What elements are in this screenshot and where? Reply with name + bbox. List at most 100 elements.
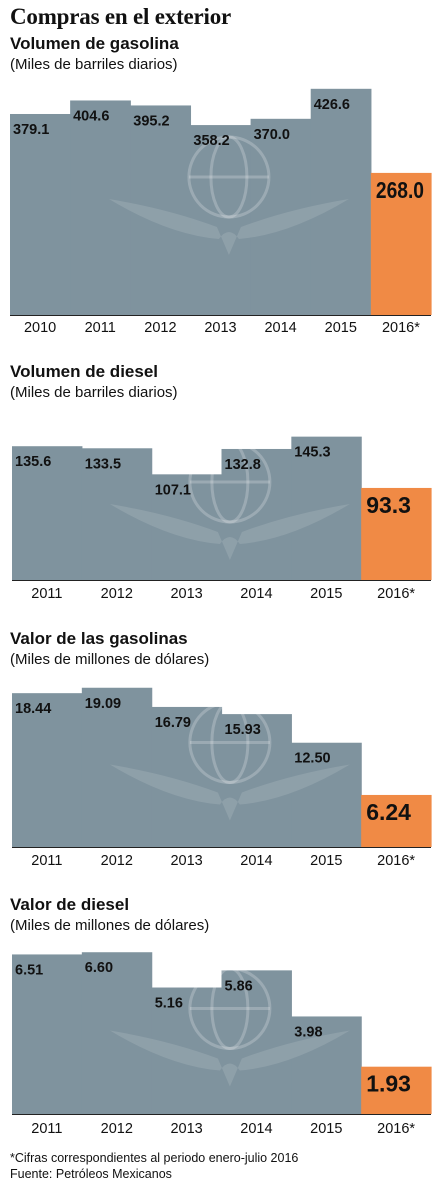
page-title: Compras en el exterior xyxy=(10,4,232,29)
chart-4-subtitle: (Miles de millones de dólares) xyxy=(10,917,210,934)
eagle-globe-watermark-icon xyxy=(109,967,350,1087)
tick-label-2010: 2010 xyxy=(24,320,56,336)
eagle-globe-watermark-icon xyxy=(109,440,350,560)
tick-label-2013: 2013 xyxy=(170,853,202,869)
chart-3-title: Valor de las gasolinas xyxy=(10,629,188,648)
value-label-2015: 3.98 xyxy=(294,1024,322,1040)
value-label-2015: 12.50 xyxy=(294,751,330,767)
tick-label-2016: 2016* xyxy=(377,586,415,602)
value-label-2011: 404.6 xyxy=(73,109,109,125)
bar-2013 xyxy=(151,706,223,847)
tick-label-2011: 2011 xyxy=(31,853,62,869)
tick-labels: 2011 2012 2013 2014 2015 2016* xyxy=(31,586,415,602)
value-label-2011: 6.51 xyxy=(15,962,43,978)
eagle-globe-watermark-icon xyxy=(108,135,349,255)
value-label-2012: 133.5 xyxy=(85,456,121,472)
bar-2014 xyxy=(250,118,312,315)
value-label-2011: 135.6 xyxy=(15,454,51,470)
bar-2015 xyxy=(291,436,362,580)
bar-2014 xyxy=(221,970,292,1114)
bar-2011 xyxy=(12,693,83,847)
value-label-2013: 107.1 xyxy=(155,482,191,498)
bar-2012 xyxy=(81,687,153,847)
bar-2011 xyxy=(70,100,131,315)
tick-label-2012: 2012 xyxy=(101,1121,133,1137)
tick-label-2016: 2016* xyxy=(377,1121,415,1137)
tick-label-2012: 2012 xyxy=(101,586,133,602)
bar-2010 xyxy=(10,113,71,315)
tick-label-2011: 2011 xyxy=(31,1121,62,1137)
bar-2015 xyxy=(310,88,372,315)
value-label-2013: 358.2 xyxy=(193,133,229,149)
value-label-2014: 5.86 xyxy=(225,978,253,994)
tick-label-2014: 2014 xyxy=(240,1121,272,1137)
value-label-2016: 1.93 xyxy=(366,1071,411,1097)
value-label-2013: 16.79 xyxy=(155,715,191,731)
bar-2016 xyxy=(361,794,432,847)
chart-3-gasoline-value: 18.44 19.09 16.79 15.93 12.50 6.24 2011 2012 201… xyxy=(12,687,432,869)
value-labels: 379.1 404.6 395.2 358.2 370.0 426.6 268.0 xyxy=(13,97,424,203)
value-labels: 135.6 133.5 107.1 132.8 145.3 93.3 xyxy=(15,445,411,518)
tick-label-2012: 2012 xyxy=(101,853,133,869)
value-label-2010: 379.1 xyxy=(13,122,49,138)
bars xyxy=(10,88,432,315)
value-label-2012: 395.2 xyxy=(133,114,169,130)
bar-2012 xyxy=(81,448,153,580)
value-label-2014: 15.93 xyxy=(225,722,261,738)
tick-label-2015: 2015 xyxy=(325,320,357,336)
value-label-2016: 6.24 xyxy=(366,799,411,825)
bar-2011 xyxy=(12,446,83,580)
tick-labels: 2011 2012 2013 2014 2015 2016* xyxy=(31,1121,415,1137)
value-label-2015: 426.6 xyxy=(314,97,350,113)
bar-2013 xyxy=(190,125,252,315)
tick-label-2015: 2015 xyxy=(310,1121,342,1137)
bar-2013 xyxy=(151,474,223,580)
value-label-2013: 5.16 xyxy=(155,996,183,1012)
bars xyxy=(12,436,432,580)
value-label-2016: 268.0 xyxy=(376,177,424,203)
tick-label-2016: 2016* xyxy=(377,853,415,869)
chart-4-diesel-value: 6.51 6.60 5.16 5.86 3.98 1.93 2011 2012 2013 2014… xyxy=(12,952,432,1137)
value-label-2015: 145.3 xyxy=(294,445,330,461)
chart-1-title: Volumen de gasolina xyxy=(10,34,179,53)
tick-label-2014: 2014 xyxy=(264,320,296,336)
value-label-2016: 93.3 xyxy=(366,492,411,518)
value-label-2012: 6.60 xyxy=(85,960,113,976)
tick-label-2011: 2011 xyxy=(85,320,116,336)
chart-2-subtitle: (Miles de barriles diarios) xyxy=(10,384,178,401)
bar-2011 xyxy=(12,954,83,1114)
value-label-2012: 19.09 xyxy=(85,696,121,712)
tick-label-2015: 2015 xyxy=(310,586,342,602)
tick-label-2014: 2014 xyxy=(240,586,272,602)
bar-2014 xyxy=(221,714,292,847)
bar-2016 xyxy=(370,172,432,315)
tick-label-2013: 2013 xyxy=(204,320,236,336)
bar-2016 xyxy=(361,1066,432,1114)
tick-label-2013: 2013 xyxy=(170,586,202,602)
bars xyxy=(12,687,432,847)
value-labels: 6.51 6.60 5.16 5.86 3.98 1.93 xyxy=(15,960,411,1096)
value-labels: 18.44 19.09 16.79 15.93 12.50 6.24 xyxy=(15,696,411,825)
bar-2012 xyxy=(130,105,192,315)
footnote-source: Fuente: Petróleos Mexicanos xyxy=(10,1167,172,1181)
bar-2015 xyxy=(291,742,362,847)
chart-3-subtitle: (Miles de millones de dólares) xyxy=(10,651,210,668)
tick-labels: 2010 2011 2012 2013 2014 2015 2016* xyxy=(24,320,420,336)
footnote-period: *Cifras correspondientes al periodo ener… xyxy=(10,1151,299,1165)
chart-4-title: Valor de diesel xyxy=(10,895,130,914)
tick-label-2016: 2016* xyxy=(382,320,420,336)
value-label-2014: 132.8 xyxy=(225,457,261,473)
chart-2-title: Volumen de diesel xyxy=(10,362,159,381)
bar-2012 xyxy=(81,952,153,1114)
eagle-globe-watermark-icon xyxy=(109,701,350,821)
bar-2013 xyxy=(151,987,223,1114)
value-label-2011: 18.44 xyxy=(15,701,51,717)
tick-label-2015: 2015 xyxy=(310,853,342,869)
chart-1-subtitle: (Miles de barriles diarios) xyxy=(10,56,178,73)
bar-2014 xyxy=(221,448,292,580)
tick-label-2013: 2013 xyxy=(170,1121,202,1137)
bars xyxy=(12,952,432,1114)
tick-label-2011: 2011 xyxy=(31,586,62,602)
